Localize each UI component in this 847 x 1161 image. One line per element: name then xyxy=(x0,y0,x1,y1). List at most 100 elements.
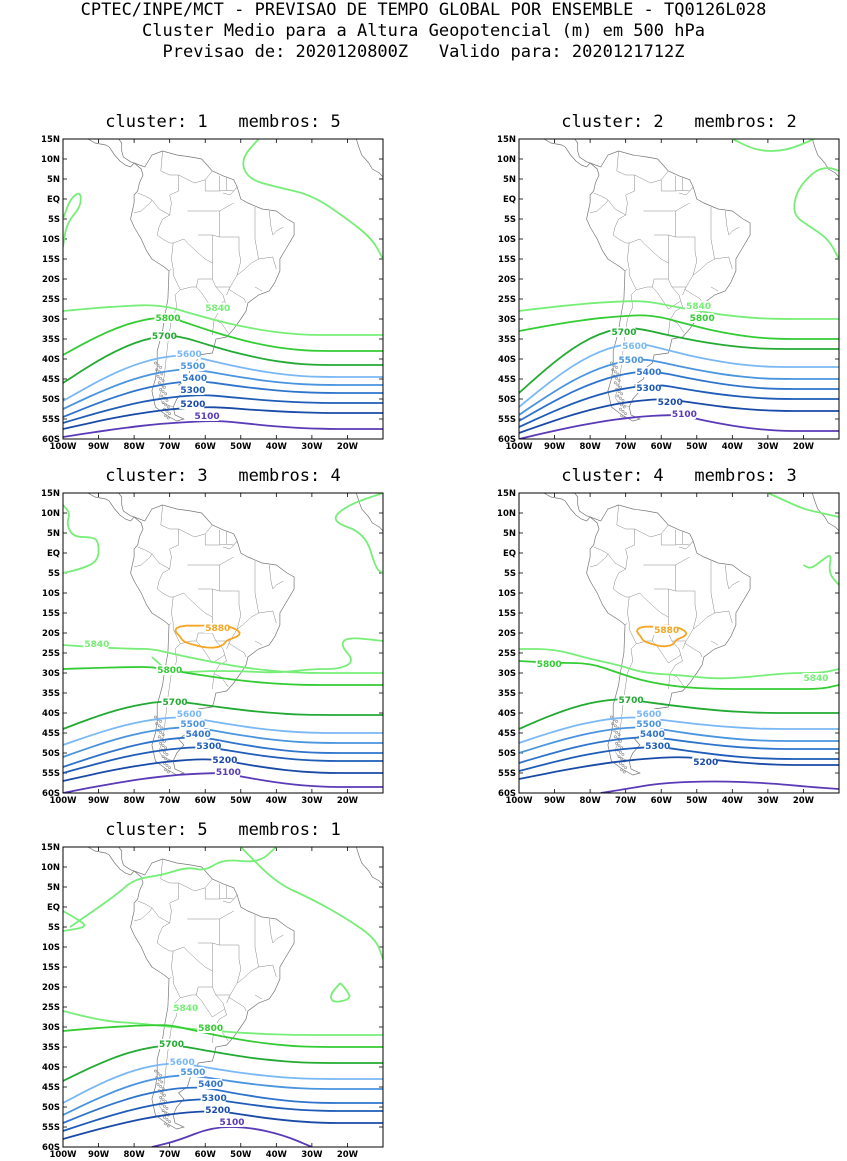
border-line xyxy=(724,210,730,236)
panel-title: cluster: 1 membros: 5 xyxy=(105,112,341,132)
lat-label: 50S xyxy=(42,1103,60,1113)
border-line xyxy=(254,561,259,614)
border-line xyxy=(226,237,242,296)
contour-5400 xyxy=(519,370,839,422)
lat-label: 5N xyxy=(503,175,516,185)
contour-label: 5300 xyxy=(202,1094,227,1104)
border-line xyxy=(137,504,179,570)
border-line xyxy=(178,524,213,538)
lat-label: 15N xyxy=(41,843,60,853)
border-line xyxy=(268,918,274,944)
lon-label: 100W xyxy=(505,442,533,452)
contour-label: 5500 xyxy=(636,720,661,730)
lon-label: 40W xyxy=(266,1150,288,1160)
contour-5700 xyxy=(63,1044,383,1082)
border-line xyxy=(682,237,698,296)
contour-label: 5880 xyxy=(205,624,230,634)
lat-label: 60S xyxy=(498,789,516,799)
lat-label: 10N xyxy=(497,155,516,165)
lat-label: 15S xyxy=(42,609,60,619)
border-line xyxy=(627,238,669,291)
border-line xyxy=(624,268,628,272)
lat-label: 45S xyxy=(498,729,516,739)
lat-label: 25S xyxy=(42,295,60,305)
contour-5600 xyxy=(63,716,383,746)
map-panel: 15N 10N 5N EQ 5S 10S 15S 20S 25S 30S 35S 40S 45S 50S 5… xyxy=(497,489,840,806)
lon-label: 50W xyxy=(686,796,708,806)
border-line xyxy=(171,946,213,999)
lon-label: 90W xyxy=(88,796,110,806)
lat-label: 25S xyxy=(498,649,516,659)
contour-label: 5400 xyxy=(186,730,211,740)
contour-5500 xyxy=(519,726,839,754)
lon-label: 60W xyxy=(651,442,673,452)
lat-label: 15N xyxy=(41,489,60,499)
coastline xyxy=(63,493,135,522)
lat-label: 40S xyxy=(42,709,60,719)
coastline xyxy=(519,493,591,522)
border-line xyxy=(590,553,609,568)
lon-label: 30W xyxy=(301,796,323,806)
lon-label: 70W xyxy=(615,796,637,806)
contour-label: 5840 xyxy=(205,304,230,314)
lat-label: 60S xyxy=(498,435,516,445)
lat-label: 10N xyxy=(41,863,60,873)
border-line xyxy=(222,540,238,550)
lon-label: 100W xyxy=(49,796,77,806)
border-line xyxy=(254,915,259,968)
border-line xyxy=(254,994,263,1000)
border-line xyxy=(158,289,181,408)
border-line xyxy=(612,568,630,598)
contour-label: 5600 xyxy=(177,710,202,720)
lat-label: 35S xyxy=(42,335,60,345)
border-line xyxy=(272,226,284,236)
lon-label: 70W xyxy=(615,442,637,452)
border-line xyxy=(168,622,172,626)
contour-label: 5100 xyxy=(672,410,697,420)
lon-label: 80W xyxy=(124,796,146,806)
border-line xyxy=(204,179,238,192)
border-line xyxy=(187,910,234,920)
lat-label: 55S xyxy=(498,415,516,425)
border-line xyxy=(228,288,247,304)
contour-5100 xyxy=(600,780,839,793)
border-line xyxy=(693,258,715,276)
lat-label: 5S xyxy=(504,215,516,225)
border-line xyxy=(134,907,153,922)
header-dates: Previsao de: 2020120800Z Valido para: 20… xyxy=(162,42,685,62)
contour-label: 5800 xyxy=(155,314,180,324)
contour-label: 5200 xyxy=(658,398,683,408)
lon-label: 20W xyxy=(337,1150,359,1160)
lat-label: 30S xyxy=(42,315,60,325)
border-line xyxy=(710,286,719,292)
contour-5400 xyxy=(63,1086,383,1124)
contour-label: 5500 xyxy=(180,362,205,372)
contour-label: 5700 xyxy=(152,332,177,342)
contour-label: 5500 xyxy=(180,1068,205,1078)
map-panel: 15N 10N 5N EQ 5S 10S 15S 20S 25S 30S 35S 40S 45S 50S 5… xyxy=(497,135,840,452)
contour-5100 xyxy=(519,414,839,439)
lat-label: EQ xyxy=(503,549,516,559)
contour-5500 xyxy=(519,358,839,416)
lon-label: 70W xyxy=(159,796,181,806)
border-line xyxy=(228,996,247,1012)
lat-label: 30S xyxy=(42,669,60,679)
lat-label: 5S xyxy=(48,923,60,933)
lon-label: 30W xyxy=(301,1150,323,1160)
border-line xyxy=(258,610,277,624)
lon-label: 50W xyxy=(686,442,708,452)
border-line xyxy=(724,564,730,590)
lat-label: 10S xyxy=(42,943,60,953)
contour-label: 5200 xyxy=(205,1106,230,1116)
border-line xyxy=(669,300,685,334)
panel-title: cluster: 4 membros: 3 xyxy=(561,466,797,486)
contour-label: 5200 xyxy=(693,758,718,768)
contour-label: 5600 xyxy=(170,1058,195,1068)
contour-5400 xyxy=(63,736,383,768)
contour-5100 xyxy=(63,772,383,793)
border-line xyxy=(171,592,213,645)
lat-label: 5S xyxy=(504,569,516,579)
lat-label: EQ xyxy=(47,195,60,205)
border-line xyxy=(678,540,694,550)
border-line xyxy=(258,256,277,270)
